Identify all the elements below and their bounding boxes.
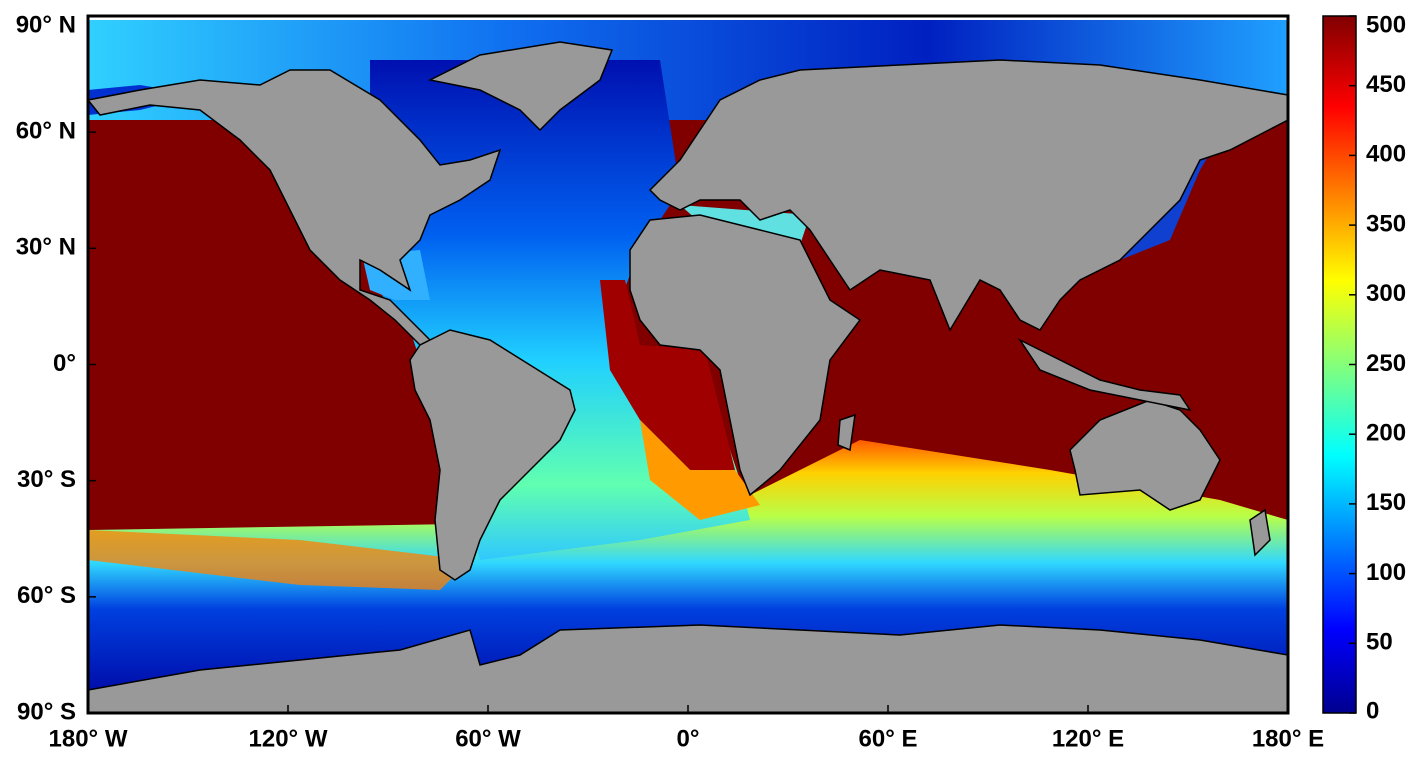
y-tick-label: 30° N bbox=[16, 234, 76, 261]
eurasia bbox=[648, 59, 1288, 332]
colorbar-tick-label: 450 bbox=[1366, 71, 1406, 98]
x-tick-label: 120° E bbox=[1052, 725, 1124, 752]
x-tick-label: 0° bbox=[677, 725, 700, 752]
colorbar-tick-label: 200 bbox=[1366, 420, 1406, 447]
south-pacific-front bbox=[88, 530, 470, 590]
x-tick-label: 60° E bbox=[859, 725, 918, 752]
south-america bbox=[409, 329, 576, 581]
new-zealand bbox=[1249, 508, 1271, 557]
x-tick-label: 180° W bbox=[49, 725, 128, 752]
x-tick-label: 60° W bbox=[455, 725, 521, 752]
africa bbox=[629, 214, 862, 497]
angola-basin bbox=[600, 280, 735, 470]
antarctica bbox=[88, 624, 1288, 713]
colorbar-tick-label: 300 bbox=[1366, 280, 1406, 307]
madagascar bbox=[837, 413, 856, 452]
y-tick-label: 90° S bbox=[17, 698, 76, 725]
y-tick-label: 30° S bbox=[17, 466, 76, 493]
greenland bbox=[427, 41, 614, 132]
x-tick-label: 180° E bbox=[1252, 725, 1324, 752]
x-tick-label: 120° W bbox=[249, 725, 328, 752]
y-tick-label: 0° bbox=[53, 350, 76, 377]
y-tick-label: 60° N bbox=[16, 118, 76, 145]
colorbar-tick-label: 150 bbox=[1366, 489, 1406, 516]
y-tick-label: 60° S bbox=[17, 582, 76, 609]
colorbar-tick-label: 500 bbox=[1366, 11, 1406, 38]
map-field bbox=[88, 16, 1288, 713]
colorbar-tick-label: 100 bbox=[1366, 559, 1406, 586]
colorbar-tick-label: 350 bbox=[1366, 210, 1406, 237]
colorbar-tick-label: 400 bbox=[1366, 141, 1406, 168]
north-america bbox=[88, 69, 502, 346]
y-tick-label: 90° N bbox=[16, 11, 76, 38]
australia bbox=[1069, 399, 1221, 511]
colorbar-tick-label: 0 bbox=[1366, 697, 1379, 724]
colorbar-tick-label: 50 bbox=[1366, 629, 1393, 656]
colorbar-tick-label: 250 bbox=[1366, 350, 1406, 377]
cape-basin bbox=[640, 420, 760, 520]
indonesia bbox=[1017, 338, 1192, 412]
